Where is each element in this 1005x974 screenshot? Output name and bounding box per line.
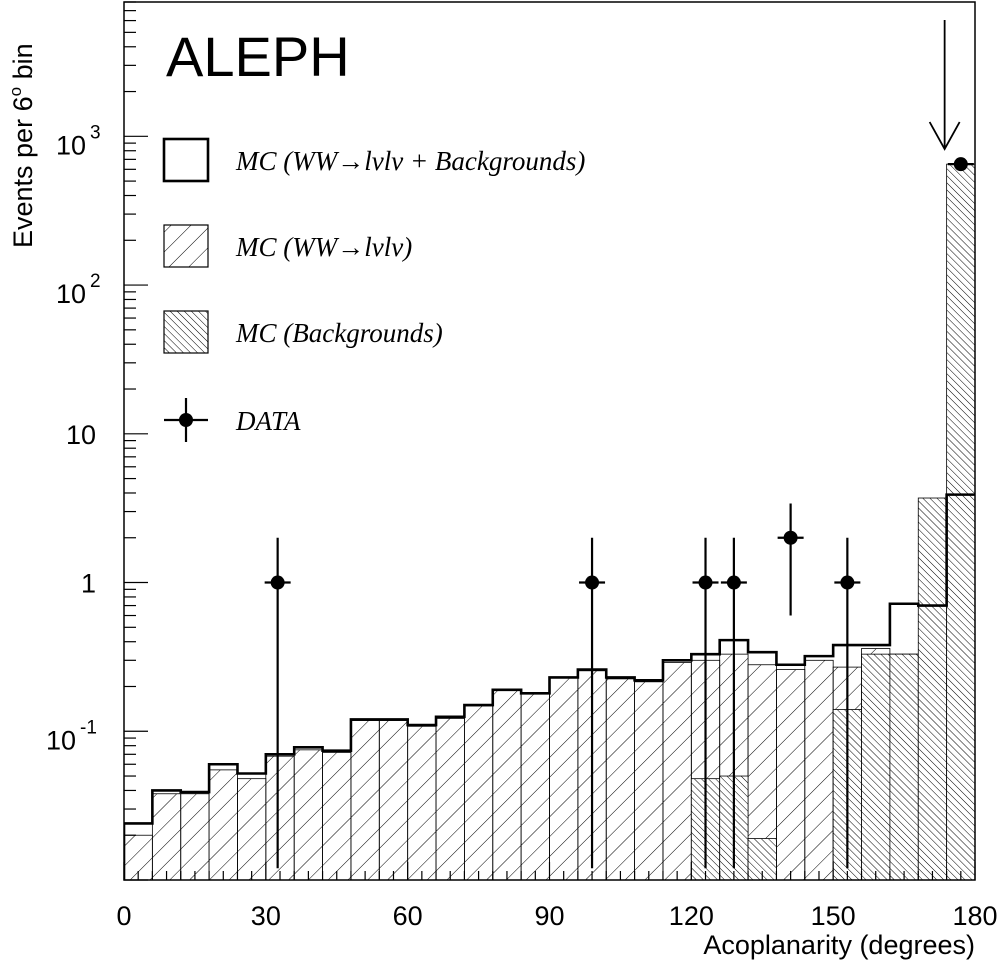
- legend-label: DATA: [235, 406, 301, 436]
- y-axis-label: Events per 6o bin: [6, 43, 38, 248]
- chart-title: ALEPH: [166, 25, 350, 88]
- background-bin: [946, 163, 975, 880]
- x-axis-label: Acoplanarity (degrees): [703, 930, 975, 960]
- legend-label: MC (WW→lνlν): [235, 232, 412, 262]
- ww-bin: [265, 755, 295, 880]
- x-tick-label: 30: [251, 901, 281, 931]
- ww-bin: [520, 692, 550, 880]
- x-tick-label: 180: [952, 901, 997, 931]
- data-point: [726, 575, 741, 590]
- ww-bin: [549, 677, 579, 880]
- data-point: [953, 157, 968, 172]
- ww-bin: [208, 769, 238, 880]
- x-tick-label: 120: [669, 901, 714, 931]
- data-point: [783, 530, 798, 545]
- background-bin: [861, 653, 891, 880]
- ww-bin: [662, 662, 692, 880]
- total-mc-step-line: [124, 493, 975, 880]
- y-tick-label: 10 2: [56, 271, 101, 309]
- ww-bin: [378, 720, 409, 880]
- y-tick-label: 10 -1: [46, 717, 97, 755]
- legend-marker-dot: [179, 413, 193, 427]
- ww-bin: [180, 793, 210, 880]
- ww-bin: [776, 669, 806, 880]
- x-axis: 0 30 60 90 120 150 180: [116, 862, 998, 931]
- ww-bin: [605, 678, 636, 880]
- ww-bin: [634, 681, 664, 880]
- ww-bin: [237, 778, 267, 880]
- cut-arrow: [928, 20, 961, 151]
- data-point: [270, 575, 285, 590]
- y-tick-label: 1: [81, 569, 96, 599]
- data-points: [264, 157, 974, 869]
- ww-bin: [463, 705, 494, 880]
- arrow-head: [928, 121, 961, 151]
- ww-bin: [804, 659, 834, 880]
- ww-bin: [407, 725, 437, 880]
- x-tick-label: 0: [116, 901, 131, 931]
- background-bin: [889, 653, 919, 880]
- x-tick-label: 90: [534, 901, 564, 931]
- legend-swatch: [163, 310, 209, 354]
- ww-bin: [435, 718, 465, 880]
- x-tick-label: 60: [393, 901, 423, 931]
- ww-bin: [350, 720, 380, 880]
- total-mc-outline: [124, 493, 975, 880]
- ww-bin: [293, 749, 323, 880]
- data-point: [585, 575, 600, 590]
- y-tick-label: 10: [66, 420, 96, 450]
- ww-bin: [322, 752, 352, 880]
- legend-swatch: [162, 137, 210, 183]
- legend-label: MC (Backgrounds): [235, 318, 443, 348]
- ww-bin: [151, 793, 182, 880]
- x-tick-label: 150: [811, 901, 856, 931]
- y-tick-label: 10 3: [56, 122, 101, 160]
- ww-bin: [492, 690, 522, 880]
- legend: MC (WW→lνlν + Backgrounds) MC (WW→lνlν) MC…: [162, 137, 585, 442]
- legend-swatch: [163, 224, 209, 268]
- background-bin: [917, 497, 948, 880]
- data-point: [840, 575, 855, 590]
- data-point: [698, 575, 713, 590]
- background-bin: [747, 838, 777, 880]
- legend-label: MC (WW→lνlν + Backgrounds): [235, 146, 585, 176]
